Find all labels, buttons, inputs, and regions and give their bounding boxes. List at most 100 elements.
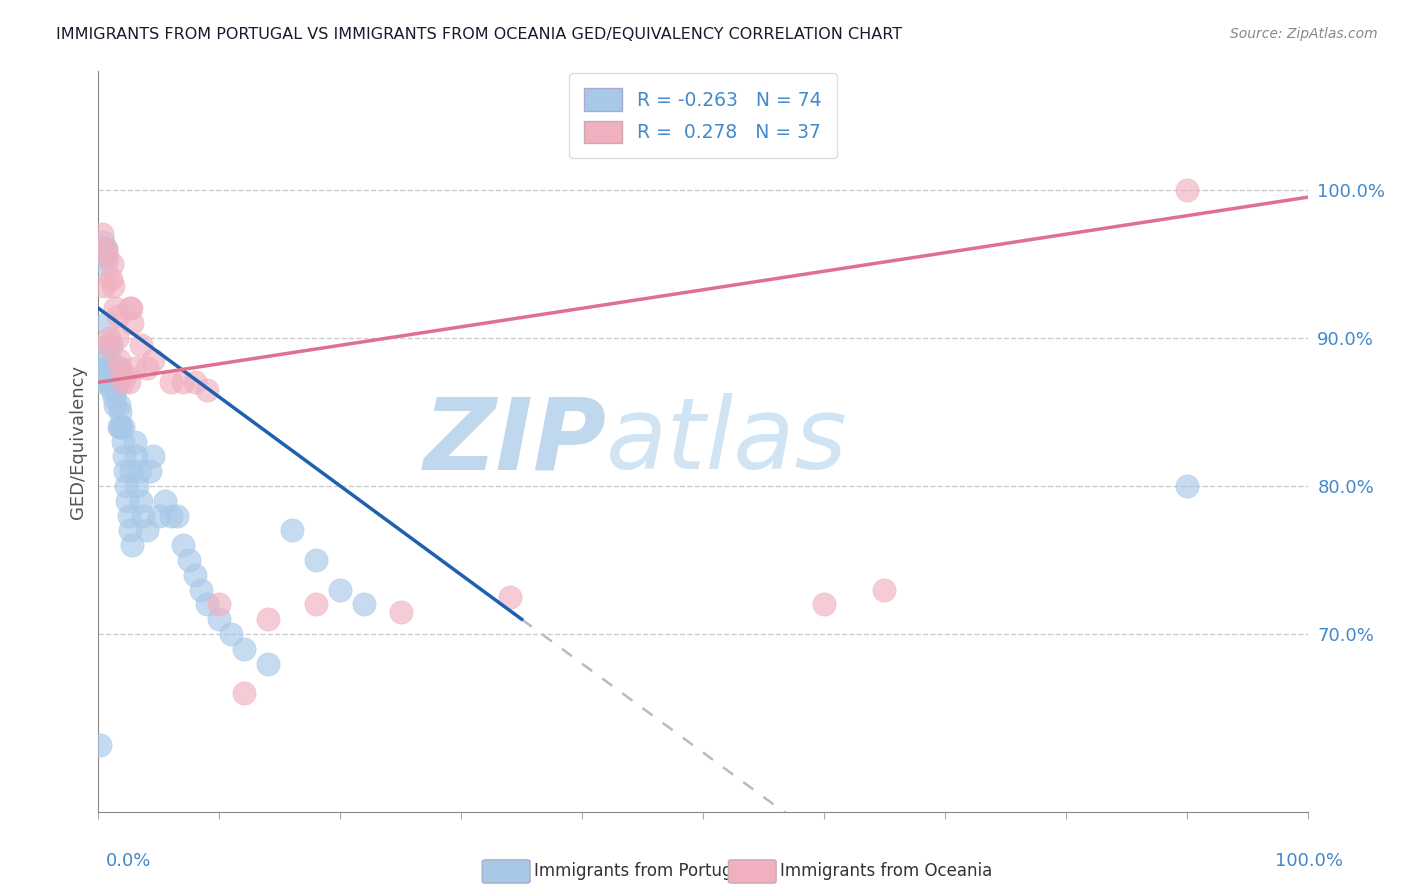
Point — [190, 582, 212, 597]
Point — [353, 598, 375, 612]
Point — [498, 590, 520, 604]
Point — [139, 464, 162, 478]
Point — [100, 338, 122, 352]
Point — [96, 338, 118, 352]
Point — [873, 582, 896, 597]
Point — [105, 331, 128, 345]
Legend: R = -0.263   N = 74, R =  0.278   N = 37: R = -0.263 N = 74, R = 0.278 N = 37 — [569, 73, 837, 159]
Point — [135, 360, 157, 375]
Point — [108, 405, 131, 419]
Point — [93, 279, 115, 293]
Point — [108, 353, 131, 368]
Point — [160, 376, 183, 390]
Point — [118, 376, 141, 390]
Point — [232, 686, 254, 700]
Point — [108, 360, 131, 375]
Point — [195, 598, 218, 612]
Point — [98, 360, 121, 375]
Point — [101, 279, 124, 293]
Point — [125, 450, 148, 464]
Point — [135, 524, 157, 538]
Point — [195, 383, 218, 397]
Point — [120, 464, 142, 478]
Point — [118, 301, 141, 316]
Point — [96, 360, 118, 375]
Point — [110, 419, 132, 434]
Point — [111, 434, 134, 449]
Point — [389, 605, 412, 619]
Point — [96, 316, 118, 330]
Point — [108, 419, 131, 434]
Point — [112, 450, 135, 464]
Point — [179, 553, 201, 567]
Point — [103, 376, 125, 390]
Point — [89, 738, 111, 752]
Y-axis label: GED/Equivalency: GED/Equivalency — [69, 365, 87, 518]
Point — [93, 249, 115, 264]
Point — [104, 301, 127, 316]
Point — [93, 242, 115, 256]
Point — [97, 376, 120, 390]
Point — [160, 508, 183, 523]
Point — [100, 383, 122, 397]
Point — [97, 338, 120, 352]
Point — [232, 641, 254, 656]
Point — [142, 450, 165, 464]
Point — [108, 398, 131, 412]
Point — [105, 376, 128, 390]
Point — [115, 479, 138, 493]
Point — [104, 383, 127, 397]
Point — [91, 242, 114, 256]
Point — [129, 338, 152, 352]
Point — [100, 271, 122, 285]
Point — [94, 257, 117, 271]
Point — [100, 376, 122, 390]
Point — [1175, 183, 1198, 197]
Point — [118, 524, 141, 538]
Point — [100, 360, 122, 375]
Text: Immigrants from Portugal: Immigrants from Portugal — [534, 863, 748, 880]
Text: IMMIGRANTS FROM PORTUGAL VS IMMIGRANTS FROM OCEANIA GED/EQUIVALENCY CORRELATION : IMMIGRANTS FROM PORTUGAL VS IMMIGRANTS F… — [56, 27, 903, 42]
Point — [97, 360, 120, 375]
Point — [100, 257, 122, 271]
Point — [91, 235, 114, 249]
Point — [114, 464, 136, 478]
Point — [104, 398, 127, 412]
Point — [305, 598, 328, 612]
Point — [184, 376, 207, 390]
Point — [1175, 479, 1198, 493]
Point — [111, 419, 134, 434]
Text: 100.0%: 100.0% — [1275, 852, 1343, 870]
Point — [90, 376, 112, 390]
Text: Immigrants from Oceania: Immigrants from Oceania — [780, 863, 993, 880]
Point — [142, 353, 165, 368]
Point — [172, 538, 194, 552]
Point — [256, 612, 278, 626]
Point — [813, 598, 835, 612]
Point — [91, 227, 114, 242]
Point — [118, 508, 141, 523]
Point — [101, 376, 124, 390]
Point — [100, 360, 122, 375]
Point — [101, 360, 124, 375]
Point — [107, 309, 129, 323]
Point — [221, 627, 243, 641]
Point — [121, 316, 143, 330]
Point — [108, 419, 131, 434]
Point — [117, 493, 139, 508]
Point — [128, 464, 150, 478]
Point — [208, 598, 231, 612]
Point — [124, 360, 146, 375]
Point — [98, 331, 121, 345]
Point — [91, 360, 114, 375]
Point — [208, 612, 231, 626]
Point — [121, 538, 143, 552]
Point — [111, 376, 134, 390]
Point — [329, 582, 352, 597]
Text: atlas: atlas — [606, 393, 848, 490]
Point — [107, 376, 129, 390]
Point — [103, 390, 125, 404]
Point — [124, 434, 146, 449]
Point — [98, 345, 121, 359]
Text: 0.0%: 0.0% — [105, 852, 150, 870]
